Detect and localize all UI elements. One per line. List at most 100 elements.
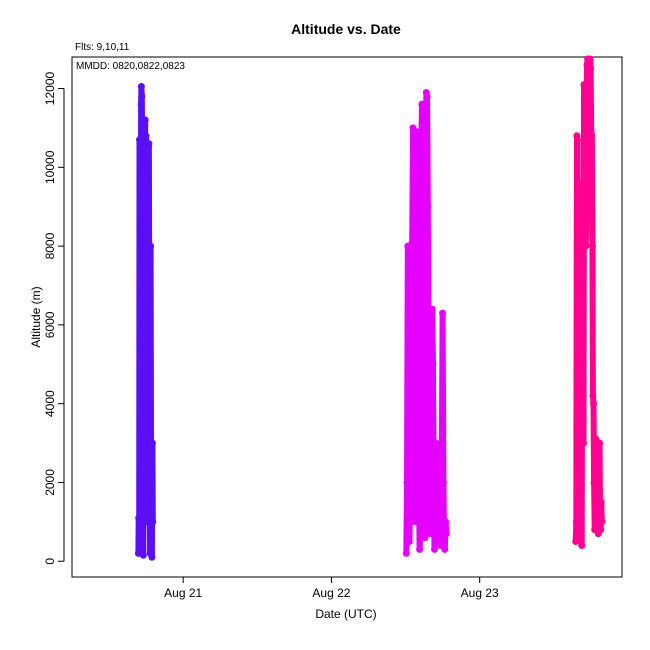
data-point bbox=[429, 360, 437, 368]
data-point bbox=[433, 498, 441, 506]
chart-title: Altitude vs. Date bbox=[291, 21, 401, 37]
data-point bbox=[574, 136, 581, 144]
data-point bbox=[149, 518, 157, 526]
data-point bbox=[403, 479, 411, 486]
data-point bbox=[423, 92, 431, 100]
y-tick-label: 4000 bbox=[43, 390, 57, 417]
data-point bbox=[415, 479, 423, 486]
data-point bbox=[575, 203, 583, 211]
data-point bbox=[442, 518, 450, 526]
data-point bbox=[144, 163, 152, 171]
data-point bbox=[439, 309, 447, 317]
data-point bbox=[412, 439, 420, 447]
data-point bbox=[402, 549, 410, 557]
data-point bbox=[414, 321, 422, 329]
y-tick-label: 12000 bbox=[43, 72, 57, 106]
data-point bbox=[572, 538, 580, 545]
data-point bbox=[418, 100, 426, 108]
data-point bbox=[145, 140, 153, 148]
data-point bbox=[598, 518, 606, 526]
data-point bbox=[434, 510, 442, 518]
data-point bbox=[425, 510, 433, 518]
data-point bbox=[422, 242, 430, 250]
data-point bbox=[145, 360, 153, 368]
data-point bbox=[421, 534, 429, 542]
series-1 bbox=[134, 83, 157, 561]
data-point bbox=[586, 55, 594, 63]
data-point bbox=[596, 439, 603, 447]
y-axis: 0 2000 4000 6000 8000 10000 12000 bbox=[43, 72, 65, 565]
data-point bbox=[590, 400, 597, 408]
data-point bbox=[419, 439, 427, 447]
data-point bbox=[139, 321, 147, 329]
series-line bbox=[403, 89, 450, 557]
data-point bbox=[408, 400, 415, 408]
data-point bbox=[579, 179, 587, 187]
data-point bbox=[578, 542, 586, 549]
data-point bbox=[442, 530, 450, 538]
data-point bbox=[597, 526, 605, 534]
data-point bbox=[433, 530, 441, 538]
data-point bbox=[137, 100, 145, 108]
data-point bbox=[581, 124, 589, 132]
data-point bbox=[577, 282, 584, 289]
data-point bbox=[142, 132, 150, 140]
data-point bbox=[138, 92, 146, 100]
data-point bbox=[580, 439, 587, 447]
data-point bbox=[575, 526, 583, 534]
data-point bbox=[408, 238, 416, 246]
data-point bbox=[431, 545, 438, 553]
data-point bbox=[413, 128, 421, 136]
data-point bbox=[411, 518, 419, 526]
mmdd-annotation: MMDD: 0820,0822,0823 bbox=[76, 61, 185, 72]
data-point bbox=[435, 459, 443, 467]
data-point bbox=[141, 116, 149, 124]
y-tick-label: 2000 bbox=[43, 469, 57, 496]
x-axis: Aug 21 Aug 22 Aug 23 bbox=[164, 577, 499, 600]
data-point bbox=[419, 203, 427, 211]
plot-frame bbox=[71, 56, 623, 578]
x-tick-label: Aug 21 bbox=[164, 586, 202, 600]
data-point bbox=[136, 144, 144, 152]
flights-annotation: Flts: 9,10,11 bbox=[75, 42, 130, 53]
data-point bbox=[148, 439, 156, 447]
data-point bbox=[581, 85, 589, 92]
data-point bbox=[137, 83, 145, 90]
data-point bbox=[144, 203, 152, 211]
data-point bbox=[588, 242, 596, 250]
y-tick-label: 0 bbox=[43, 558, 57, 565]
data-point bbox=[139, 551, 147, 559]
data-point bbox=[136, 510, 144, 518]
data-point bbox=[426, 530, 434, 538]
data-point bbox=[587, 65, 595, 73]
y-tick-label: 6000 bbox=[43, 311, 57, 338]
data-point bbox=[411, 282, 418, 289]
data-point bbox=[428, 321, 435, 329]
data-point bbox=[420, 518, 428, 526]
data-point bbox=[427, 439, 435, 447]
data-point bbox=[405, 538, 413, 545]
data-point bbox=[438, 439, 446, 447]
y-axis-label: Altitude (m) bbox=[29, 286, 43, 347]
data-point bbox=[413, 203, 421, 211]
data-point bbox=[441, 545, 449, 553]
data-point bbox=[417, 163, 425, 171]
data-point bbox=[148, 553, 156, 561]
data-point bbox=[406, 510, 414, 518]
data-point bbox=[582, 203, 590, 211]
data-point bbox=[593, 479, 601, 486]
y-tick-label: 10000 bbox=[43, 150, 57, 184]
data-point bbox=[588, 132, 596, 140]
x-axis-label: Date (UTC) bbox=[315, 607, 376, 621]
data-point bbox=[582, 242, 590, 250]
series-3 bbox=[572, 55, 606, 549]
data-point bbox=[430, 479, 438, 486]
data-point bbox=[139, 545, 147, 553]
data-point bbox=[424, 203, 432, 211]
data-point bbox=[432, 439, 440, 447]
series-layer bbox=[134, 55, 606, 561]
data-point bbox=[589, 392, 597, 400]
data-point bbox=[147, 242, 155, 250]
data-point bbox=[439, 479, 447, 486]
